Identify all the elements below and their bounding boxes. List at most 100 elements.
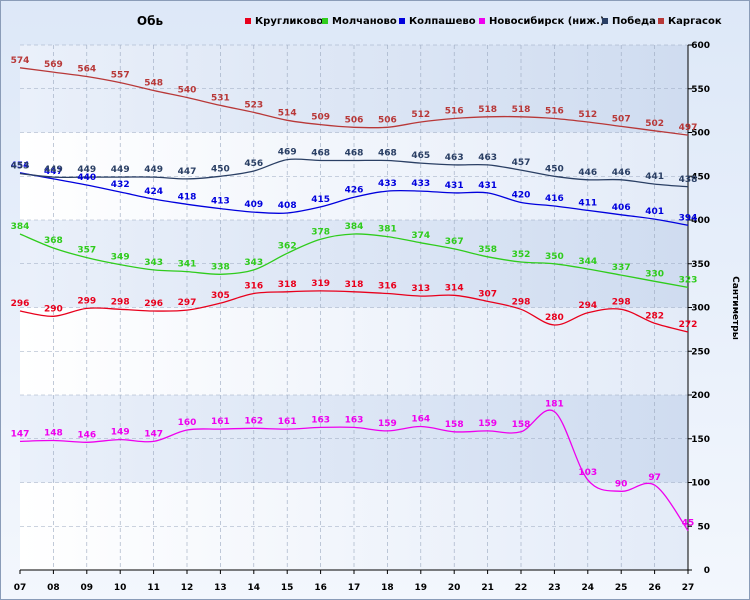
y-tick-label: 250: [691, 347, 710, 357]
data-label: 468: [345, 149, 364, 159]
data-label: 441: [645, 172, 664, 182]
data-label: 415: [311, 195, 330, 205]
y-tick-label: 300: [691, 304, 710, 314]
data-label: 497: [679, 123, 698, 133]
data-label: 416: [545, 194, 564, 204]
x-tick-label: 23: [548, 583, 561, 593]
data-label: 449: [44, 165, 63, 175]
data-label: 158: [512, 420, 531, 430]
data-label: 516: [545, 107, 564, 117]
data-label: 446: [612, 168, 631, 178]
data-label: 540: [178, 86, 197, 96]
data-label: 384: [11, 222, 30, 232]
data-label: 516: [445, 107, 464, 117]
data-label: 349: [111, 253, 130, 263]
x-tick-label: 08: [47, 583, 60, 593]
x-tick-label: 20: [448, 583, 461, 593]
data-label: 381: [378, 225, 397, 235]
data-label: 368: [44, 236, 63, 246]
data-label: 384: [345, 222, 364, 232]
data-label: 146: [77, 430, 96, 440]
legend-swatch: [658, 18, 664, 24]
legend-label: Колпашево: [409, 16, 476, 27]
axes: 07 08 09 10 11 12 13 14 15 16 17 18 19 20 21 22 23 24 25 26…: [14, 41, 710, 593]
x-tick-label: 27: [682, 583, 695, 593]
y-tick-label: 150: [691, 435, 710, 445]
data-label: 290: [44, 304, 63, 314]
data-label: 316: [378, 282, 397, 292]
series-line-1: [19, 290, 689, 333]
data-label: 431: [478, 181, 497, 191]
data-label: 103: [578, 468, 597, 478]
grid-lines: [20, 44, 689, 570]
data-label: 506: [345, 115, 364, 125]
data-label: 158: [445, 420, 464, 430]
data-label: 512: [578, 110, 597, 120]
y-tick-label: 600: [691, 41, 710, 51]
legend-label: Молчаново: [332, 16, 397, 27]
data-label: 45: [682, 519, 695, 529]
data-label: 507: [612, 114, 631, 124]
series-line-4: [19, 409, 689, 531]
data-label: 468: [311, 149, 330, 159]
data-label: 343: [244, 258, 263, 268]
data-label: 502: [645, 119, 664, 129]
data-label: 164: [411, 415, 430, 425]
y-tick-label: 200: [691, 391, 710, 401]
data-label: 161: [278, 417, 297, 427]
data-label: 149: [111, 428, 130, 438]
data-label: 305: [211, 291, 230, 301]
data-label: 357: [77, 246, 96, 256]
legend-label: Кругликово: [255, 16, 323, 27]
data-label: 148: [44, 429, 63, 439]
legend-swatch: [399, 18, 405, 24]
plot-band: [20, 526, 688, 570]
y-tick-label: 400: [691, 216, 710, 226]
data-label: 564: [77, 65, 96, 75]
data-label: 557: [111, 71, 130, 81]
data-label: 409: [244, 200, 263, 210]
data-label: 298: [612, 297, 631, 307]
data-label: 438: [679, 175, 698, 185]
data-label: 319: [311, 279, 330, 289]
data-label: 512: [411, 110, 430, 120]
data-label: 440: [77, 173, 96, 183]
data-label: 318: [278, 280, 297, 290]
data-label: 394: [679, 213, 698, 223]
x-tick-label: 16: [314, 583, 327, 593]
data-label: 296: [144, 299, 163, 309]
data-label: 316: [244, 282, 263, 292]
data-label: 97: [648, 473, 661, 483]
data-label: 280: [545, 313, 564, 323]
data-label: 514: [278, 108, 297, 118]
legend-swatch: [602, 18, 608, 24]
data-label: 161: [211, 417, 230, 427]
data-label: 418: [178, 192, 197, 202]
data-labels: 296 290 299 298 296 297 305 316 318 319 318 316 313 3…: [11, 56, 698, 529]
data-label: 378: [311, 227, 330, 237]
data-label: 509: [311, 113, 330, 123]
data-label: 411: [578, 198, 597, 208]
series-lines: [19, 67, 689, 531]
data-label: 456: [244, 159, 263, 169]
data-label: 463: [445, 153, 464, 163]
legend: Кругликово Молчаново Колпашево Новосибирск …: [245, 15, 722, 27]
data-label: 163: [311, 415, 330, 425]
data-label: 272: [679, 320, 698, 330]
y-tick-label: 100: [691, 479, 710, 489]
x-tick-label: 07: [14, 583, 27, 593]
y-tick-label: 500: [691, 129, 710, 139]
x-tick-label: 13: [214, 583, 227, 593]
x-tick-label: 11: [147, 583, 160, 593]
plot-band: [20, 351, 688, 395]
y-tick-label: 550: [691, 85, 710, 95]
data-label: 523: [244, 100, 263, 110]
y-tick-label: 50: [697, 522, 710, 532]
x-tick-label: 12: [181, 583, 194, 593]
data-label: 433: [411, 179, 430, 189]
series-line-6: [19, 67, 689, 136]
data-label: 296: [11, 299, 30, 309]
data-label: 469: [278, 148, 297, 158]
data-label: 163: [345, 415, 364, 425]
x-tick-label: 22: [515, 583, 528, 593]
